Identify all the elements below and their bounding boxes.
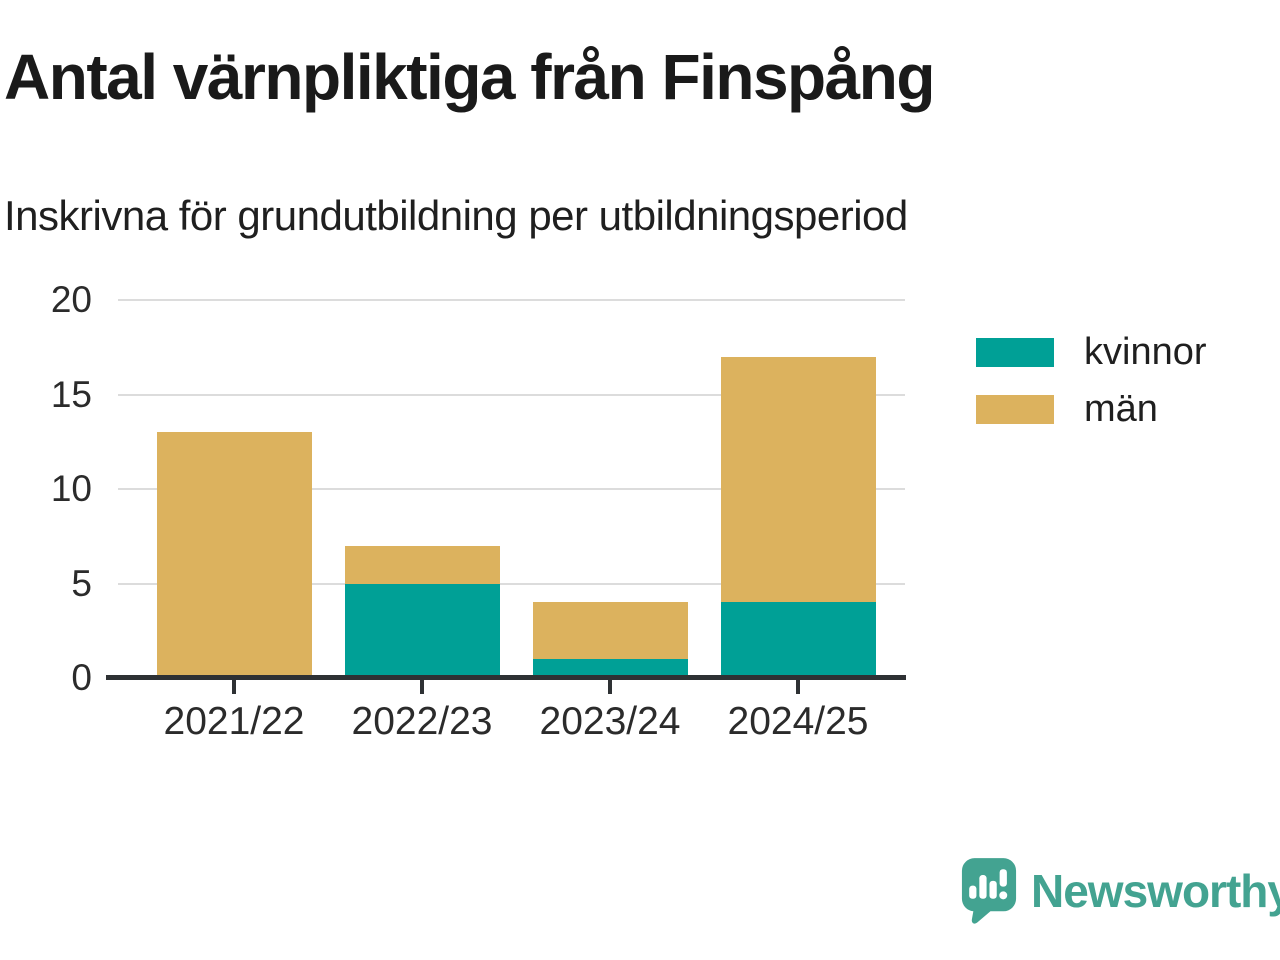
bar-2021/22 — [156, 432, 312, 678]
plot-area — [118, 299, 905, 678]
x-tick-2024/25 — [796, 680, 800, 694]
legend-swatch-kvinnor — [976, 338, 1054, 367]
bar-segment-kvinnor-2024/25 — [720, 602, 876, 678]
bar-segment-män-2022/23 — [344, 545, 500, 584]
legend: kvinnor män — [976, 331, 1207, 430]
bar-2024/25 — [720, 356, 876, 678]
chart-title: Antal värnpliktiga från Finspång — [4, 41, 935, 113]
bar-segment-kvinnor-2022/23 — [344, 583, 500, 678]
x-tick-2021/22 — [232, 680, 236, 694]
bar-segment-män-2024/25 — [720, 356, 876, 603]
legend-swatch-män — [976, 395, 1054, 424]
x-tick-label-2024/25: 2024/25 — [727, 700, 869, 743]
bar-segment-kvinnor-2023/24 — [532, 659, 688, 678]
gridline-y-10 — [118, 488, 905, 490]
x-tick-2023/24 — [608, 680, 612, 694]
bar-segment-män-2021/22 — [156, 432, 312, 678]
x-tick-2022/23 — [420, 680, 424, 694]
bar-segment-män-2023/24 — [532, 602, 688, 660]
brand-name: Newsworthy — [1031, 865, 1280, 917]
brand-logo: Newsworthy — [960, 856, 1280, 926]
x-tick-label-2021/22: 2021/22 — [163, 700, 305, 743]
legend-item-män: män — [976, 388, 1207, 430]
y-tick-label-10: 10 — [50, 468, 92, 509]
x-tick-label-2023/24: 2023/24 — [539, 700, 681, 743]
gridline-y-20 — [118, 299, 905, 301]
gridline-y-5 — [118, 582, 905, 585]
bar-2022/23 — [344, 545, 500, 678]
legend-label-män: män — [1084, 388, 1158, 430]
x-axis-line — [106, 675, 906, 680]
legend-item-kvinnor: kvinnor — [976, 331, 1207, 373]
chart-subtitle: Inskrivna för grundutbildning per utbild… — [4, 192, 908, 239]
y-tick-label-5: 5 — [71, 562, 92, 604]
y-tick-label-20: 20 — [50, 279, 92, 320]
newsworthy-logo-icon — [961, 858, 1017, 924]
y-tick-label-15: 15 — [50, 373, 92, 415]
x-tick-label-2022/23: 2022/23 — [351, 700, 493, 743]
bar-2023/24 — [532, 602, 688, 678]
gridline-y-15 — [118, 393, 905, 396]
y-tick-label-0: 0 — [71, 657, 92, 698]
legend-label-kvinnor: kvinnor — [1084, 331, 1207, 373]
